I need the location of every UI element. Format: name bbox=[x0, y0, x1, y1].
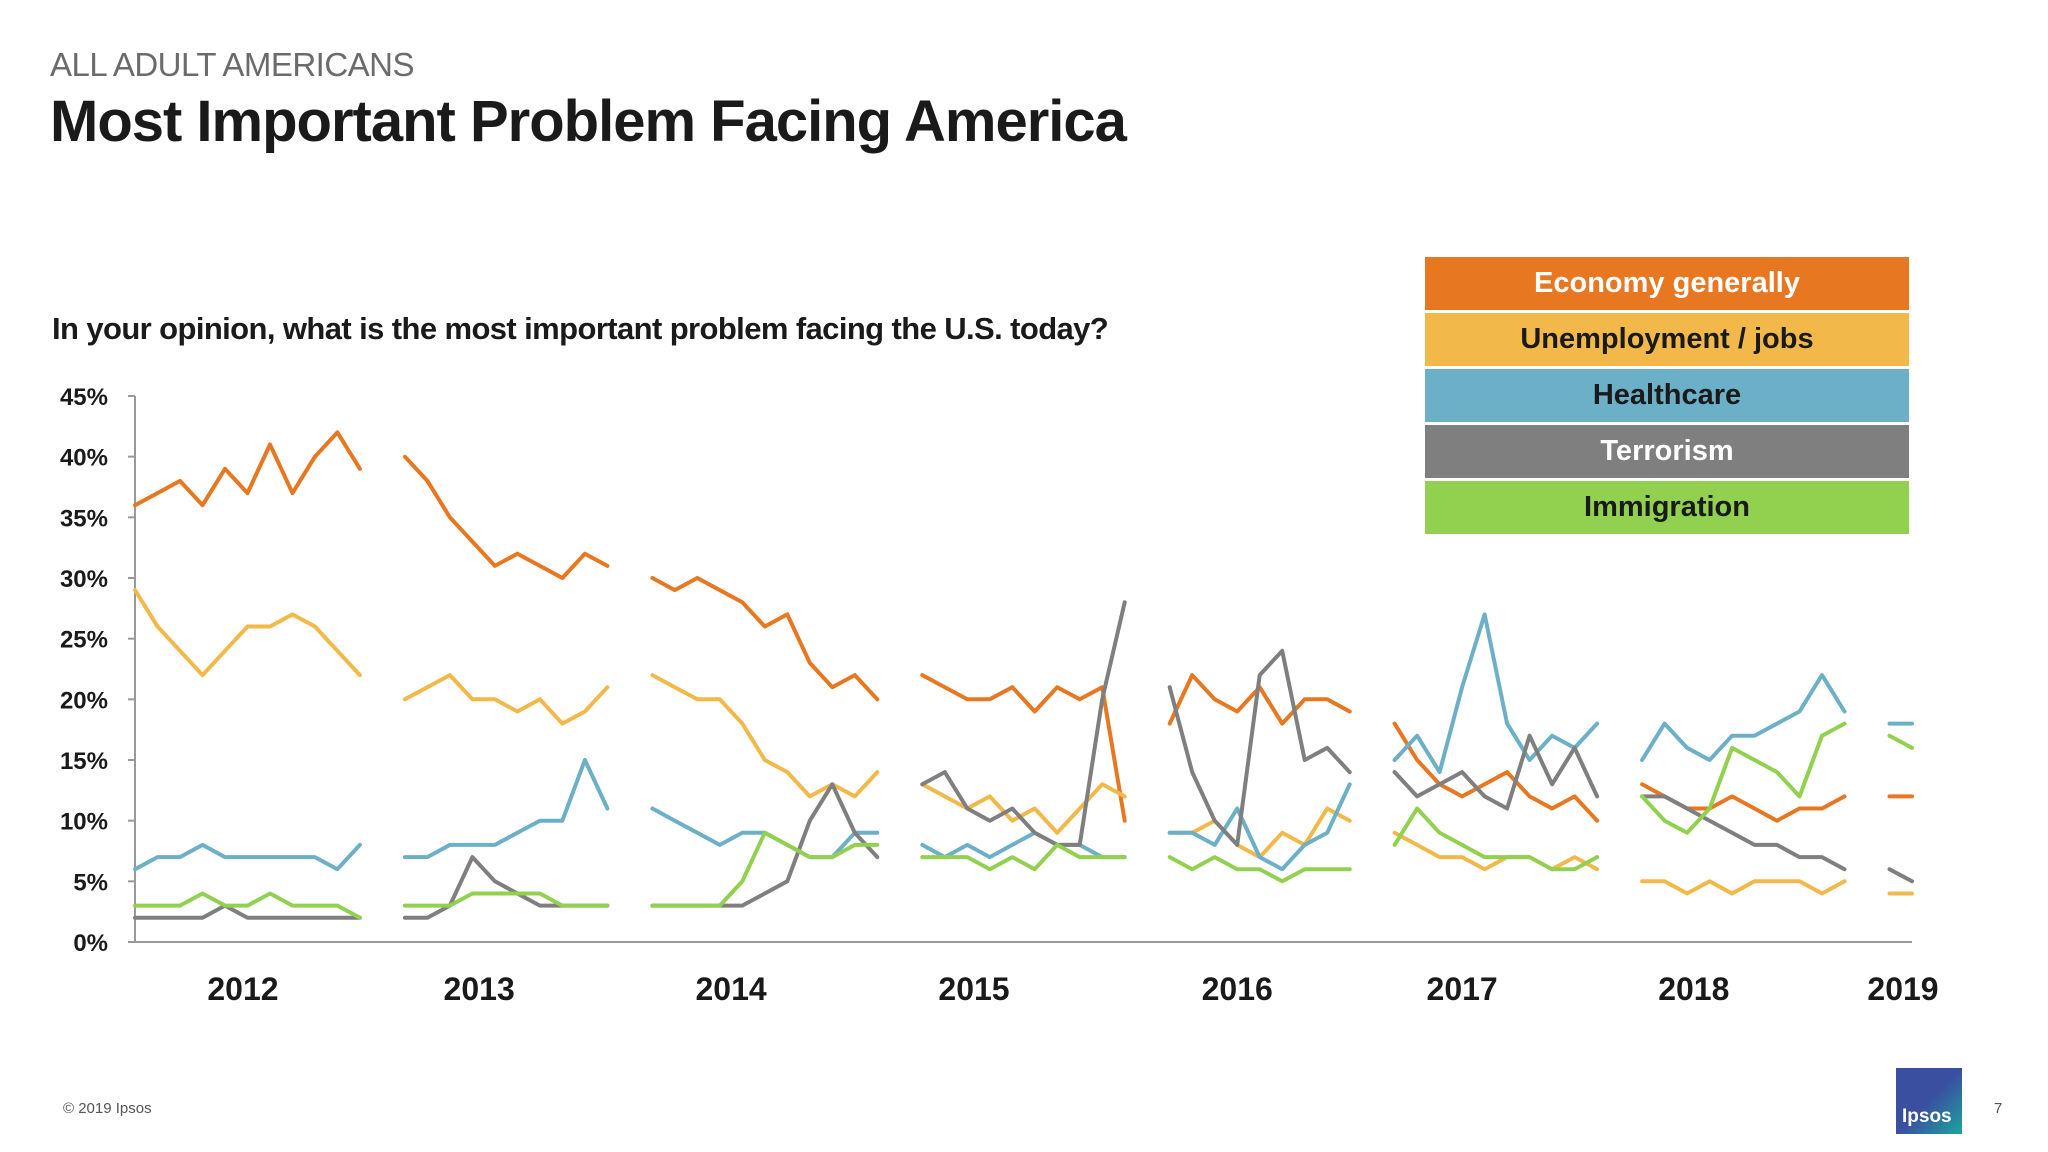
y-tick-label: 20% bbox=[60, 687, 108, 714]
series-line-unemployment-jobs bbox=[133, 588, 1914, 896]
y-tick-label: 40% bbox=[60, 445, 108, 472]
y-tick-label: 5% bbox=[73, 869, 108, 896]
legend-item-healthcare: Healthcare bbox=[1425, 369, 1909, 422]
y-tick-label: 10% bbox=[60, 809, 108, 836]
legend-item-unemployment: Unemployment / jobs bbox=[1425, 313, 1909, 366]
logo-text: Ipsos bbox=[1902, 1106, 1952, 1127]
copyright: © 2019 Ipsos bbox=[63, 1100, 152, 1117]
x-tick-label: 2018 bbox=[1658, 971, 1729, 1007]
series-line-healthcare bbox=[133, 612, 1914, 872]
y-tick-label: 35% bbox=[60, 505, 108, 532]
ipsos-logo: Ipsos bbox=[1896, 1068, 1962, 1134]
legend-item-terrorism: Terrorism bbox=[1425, 425, 1909, 478]
page-number: 7 bbox=[1994, 1100, 2003, 1117]
y-tick-label: 15% bbox=[60, 748, 108, 775]
supertitle: ALL ADULT AMERICANS bbox=[50, 46, 415, 83]
legend: Economy generally Unemployment / jobs He… bbox=[1425, 257, 1909, 537]
x-tick-label: 2013 bbox=[444, 971, 515, 1007]
x-tick-label: 2015 bbox=[938, 971, 1009, 1007]
x-tick-label: 2014 bbox=[695, 971, 766, 1007]
page-title: Most Important Problem Facing America bbox=[50, 89, 1127, 154]
y-tick-label: 45% bbox=[60, 384, 108, 411]
x-tick-label: 2017 bbox=[1427, 971, 1498, 1007]
legend-item-immigration: Immigration bbox=[1425, 481, 1909, 534]
y-tick-label: 0% bbox=[73, 930, 108, 957]
series-line-terrorism bbox=[133, 600, 1914, 920]
series-line-immigration bbox=[133, 721, 1914, 920]
x-tick-label: 2016 bbox=[1202, 971, 1273, 1007]
y-tick-label: 25% bbox=[60, 627, 108, 654]
y-tick-label: 30% bbox=[60, 566, 108, 593]
survey-question: In your opinion, what is the most import… bbox=[52, 311, 1109, 346]
x-tick-label: 2019 bbox=[1867, 971, 1938, 1007]
x-tick-label: 2012 bbox=[207, 971, 278, 1007]
legend-item-economy: Economy generally bbox=[1425, 257, 1909, 310]
